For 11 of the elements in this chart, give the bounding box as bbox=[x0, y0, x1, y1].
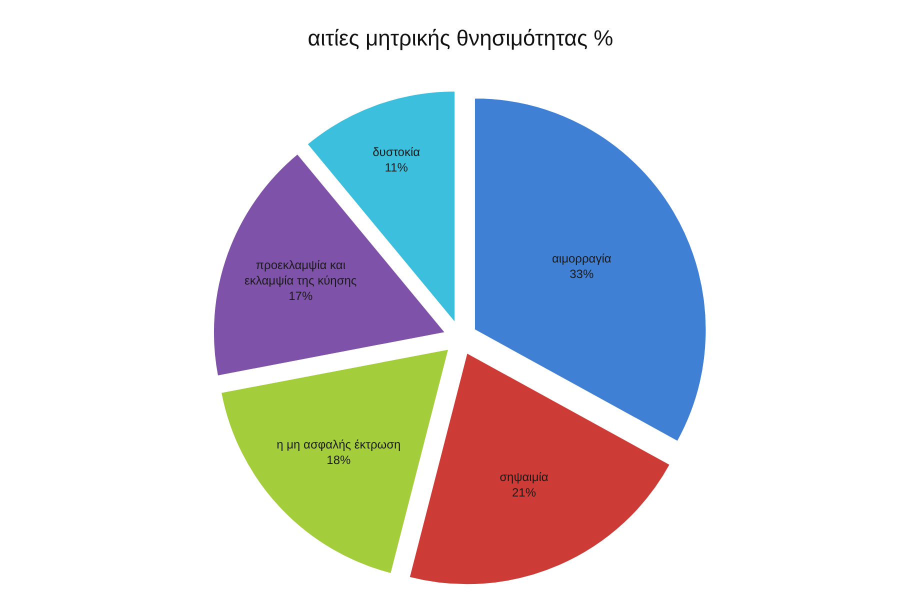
chart-title: αιτίες μητρικής θνησιμότητας % bbox=[308, 26, 614, 51]
data-label: 33% bbox=[570, 267, 594, 282]
slice-label: σηψαιμία bbox=[500, 470, 548, 484]
data-label: 11% bbox=[384, 160, 408, 175]
data-label: 18% bbox=[326, 453, 351, 468]
data-label: 21% bbox=[512, 486, 536, 500]
slice-label: προεκλαμψία και εκλαμψία της κύησης bbox=[244, 258, 357, 288]
data-label: 17% bbox=[288, 289, 313, 304]
slice-label: αιμορραγία bbox=[552, 252, 612, 266]
slice-label: δυστοκία bbox=[372, 145, 420, 160]
slice-label: η μη ασφαλής έκτρωση bbox=[276, 438, 401, 452]
